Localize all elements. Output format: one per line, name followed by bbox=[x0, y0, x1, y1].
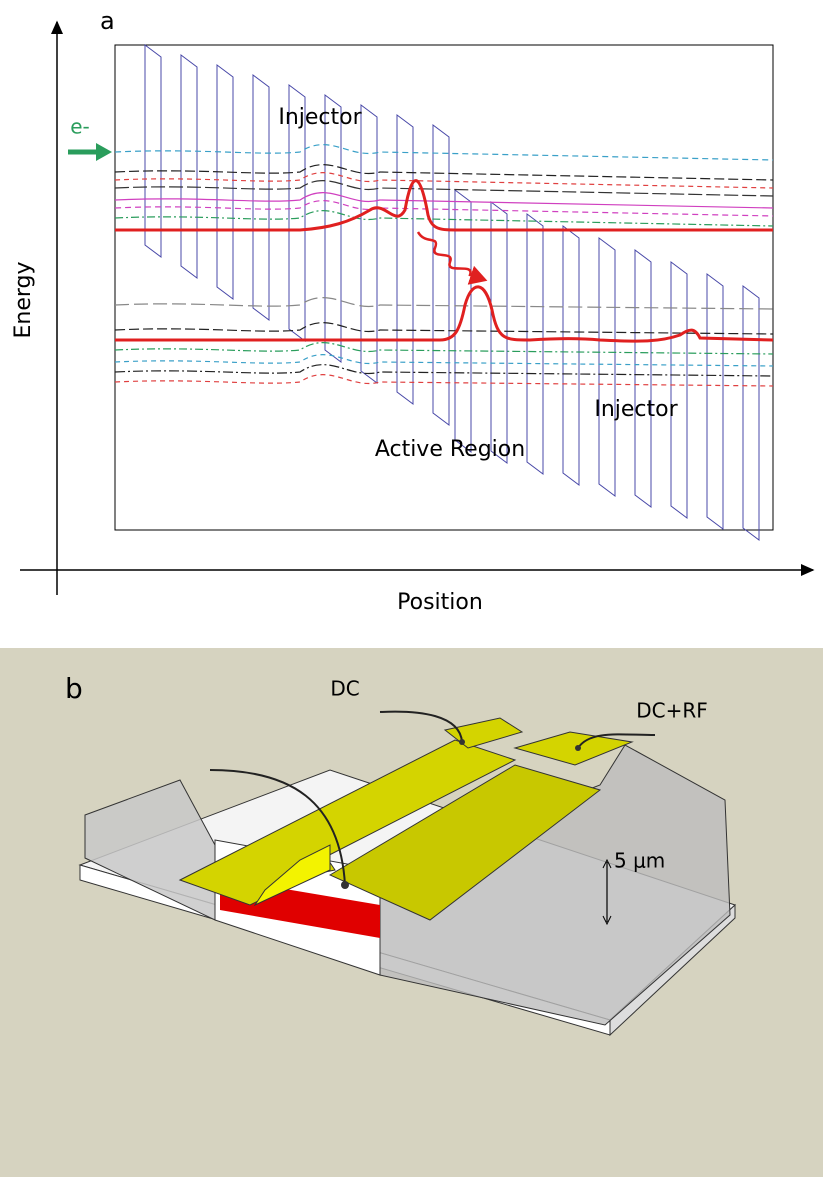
barrier bbox=[706, 273, 724, 530]
barrier bbox=[216, 64, 234, 300]
barrier bbox=[454, 189, 472, 453]
wire bbox=[209, 769, 346, 886]
barrier bbox=[324, 94, 342, 363]
barrier bbox=[180, 54, 198, 279]
contact-label: DC bbox=[330, 677, 359, 701]
level bbox=[114, 164, 774, 181]
level bbox=[114, 210, 774, 227]
level bbox=[114, 354, 774, 367]
bond-point bbox=[575, 745, 581, 751]
level bbox=[114, 180, 774, 197]
scale-label: 5 μm bbox=[614, 849, 665, 873]
barrier bbox=[634, 249, 652, 508]
level bbox=[114, 192, 774, 209]
plot-frame bbox=[114, 44, 774, 531]
level bbox=[114, 297, 774, 310]
level bbox=[114, 200, 774, 217]
barrier bbox=[598, 237, 616, 497]
level bbox=[114, 172, 774, 189]
level bbox=[114, 322, 774, 335]
active-region-label: Active Region bbox=[375, 437, 525, 462]
barrier bbox=[742, 285, 760, 541]
barrier bbox=[562, 225, 580, 486]
level bbox=[114, 374, 774, 387]
injector-label: Injector bbox=[278, 105, 362, 130]
electron-label: e- bbox=[70, 115, 90, 139]
x-axis-label: Position bbox=[397, 590, 483, 615]
electron-arrowhead bbox=[96, 143, 112, 161]
injector-label: Injector bbox=[594, 397, 678, 422]
right-cladding bbox=[379, 744, 731, 1026]
level bbox=[114, 144, 774, 161]
panel-a: a e- Injector Injector Active Region Ene… bbox=[11, 7, 815, 615]
bond-point bbox=[341, 881, 349, 889]
panel-label: a bbox=[100, 7, 115, 35]
right-contact bbox=[328, 764, 602, 921]
scale-arrows bbox=[602, 858, 612, 926]
barrier bbox=[526, 213, 544, 475]
y-axis-label: Energy bbox=[11, 261, 36, 338]
panel-b: b DC DC+RF 5 μm bbox=[0, 648, 823, 1177]
barrier bbox=[670, 261, 688, 519]
contact-label: DC+RF bbox=[636, 699, 708, 723]
level bbox=[114, 364, 774, 377]
dc-rf-pad bbox=[513, 731, 634, 766]
level bbox=[114, 342, 774, 355]
barrier bbox=[432, 124, 450, 426]
contact-trench bbox=[253, 844, 331, 907]
barrier bbox=[144, 44, 162, 258]
transition-arrow bbox=[416, 231, 488, 285]
ground-state-wavefunction bbox=[115, 179, 773, 232]
barrier bbox=[252, 74, 270, 321]
excited-state-wavefunction bbox=[115, 285, 774, 343]
wire bbox=[379, 710, 463, 743]
panel-label: b bbox=[65, 672, 83, 705]
bond-point bbox=[459, 739, 465, 745]
barrier bbox=[396, 114, 414, 405]
wire bbox=[577, 733, 656, 749]
barrier bbox=[490, 201, 508, 464]
energy-levels bbox=[114, 144, 774, 387]
barriers bbox=[144, 44, 760, 541]
